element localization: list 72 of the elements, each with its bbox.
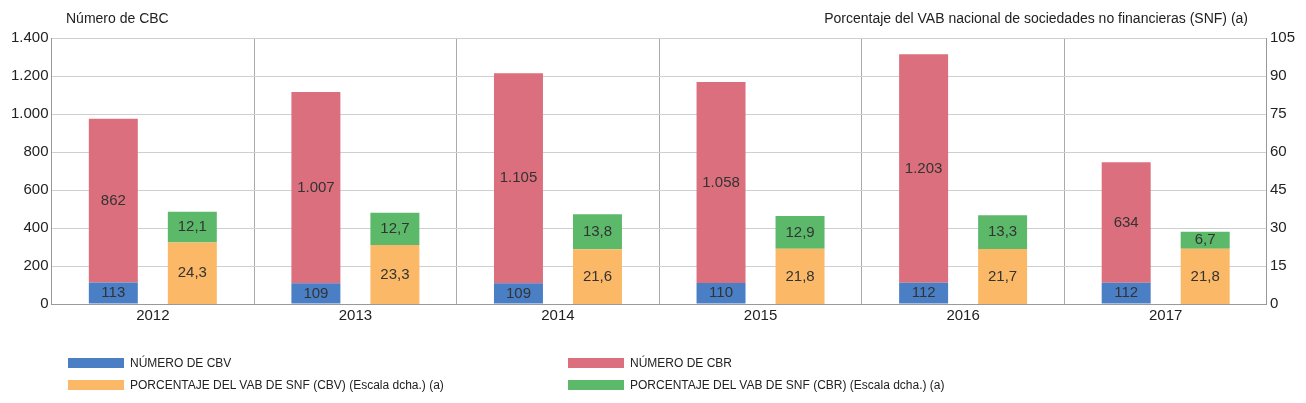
y2-tick-label: 90 bbox=[1269, 66, 1287, 84]
data-label: 24,3 bbox=[177, 263, 207, 281]
bar bbox=[899, 282, 949, 304]
data-label: 862 bbox=[100, 190, 126, 208]
data-label: 634 bbox=[1113, 212, 1139, 230]
y2-tick-label: 45 bbox=[1269, 180, 1287, 198]
bar bbox=[1101, 162, 1151, 283]
y2-tick-label: 15 bbox=[1269, 256, 1287, 274]
data-label: 1.203 bbox=[904, 158, 943, 176]
x-tick-label: 2013 bbox=[338, 306, 373, 324]
y2-tick-label: 30 bbox=[1269, 218, 1287, 236]
data-label: 1.058 bbox=[702, 172, 740, 190]
data-label: 21,6 bbox=[582, 266, 613, 284]
legend-label: PORCENTAJE DEL VAB DE SNF (CBV) (Escala dcha.) (a) bbox=[130, 378, 444, 392]
data-label: 21,8 bbox=[785, 266, 815, 284]
bar bbox=[775, 248, 825, 304]
bar bbox=[696, 283, 746, 304]
legend-label: NÚMERO DE CBR bbox=[630, 356, 733, 370]
bar bbox=[88, 118, 138, 283]
data-label: 113 bbox=[101, 283, 126, 301]
data-label: 23,3 bbox=[380, 264, 410, 282]
data-label: 1.105 bbox=[499, 168, 538, 186]
data-label: 21,8 bbox=[1190, 266, 1220, 284]
bar bbox=[370, 244, 420, 304]
bar bbox=[572, 249, 622, 304]
data-label: 12,9 bbox=[785, 222, 815, 240]
y-tick-label: 1.400 bbox=[10, 28, 49, 46]
y-tick-label: 400 bbox=[23, 218, 49, 236]
bar bbox=[291, 91, 341, 284]
data-label: 112 bbox=[1114, 283, 1139, 301]
bar bbox=[1101, 282, 1151, 304]
data-label: 21,7 bbox=[988, 266, 1018, 284]
data-label: 13,8 bbox=[582, 221, 613, 239]
y-tick-label: 1.200 bbox=[10, 66, 49, 84]
y-tick-label: 1.000 bbox=[10, 104, 49, 122]
data-label: 6,7 bbox=[1194, 230, 1216, 248]
x-tick-label: 2016 bbox=[946, 306, 980, 324]
data-label: 109 bbox=[505, 283, 531, 301]
bar bbox=[167, 242, 217, 304]
bar bbox=[572, 214, 622, 250]
bar bbox=[978, 249, 1028, 304]
legend-label: NÚMERO DE CBV bbox=[130, 356, 232, 370]
bar bbox=[493, 73, 543, 284]
y2-tick-label: 105 bbox=[1269, 28, 1295, 46]
legend-label: PORCENTAJE DEL VAB DE SNF (CBR) (Escala dcha.) (a) bbox=[630, 378, 945, 392]
y2-axis-title: Porcentaje del VAB nacional de sociedades no financieras (SNF) (a) bbox=[824, 9, 1248, 26]
x-tick-label: 2012 bbox=[136, 306, 170, 324]
x-tick-label: 2017 bbox=[1149, 306, 1183, 324]
data-label: 12,7 bbox=[380, 219, 410, 237]
x-tick-label: 2014 bbox=[541, 306, 575, 324]
bar bbox=[1180, 248, 1230, 304]
bar bbox=[775, 216, 825, 249]
bar bbox=[370, 212, 420, 245]
data-label: 1.007 bbox=[297, 177, 335, 195]
bar bbox=[978, 215, 1028, 250]
y-tick-label: 600 bbox=[23, 180, 49, 198]
bar bbox=[696, 82, 746, 284]
y-tick-label: 800 bbox=[23, 142, 49, 160]
data-label: 110 bbox=[709, 283, 733, 301]
x-tick-label: 2015 bbox=[743, 306, 778, 324]
y-tick-label: 0 bbox=[40, 294, 49, 312]
bar bbox=[899, 54, 949, 283]
data-label: 112 bbox=[911, 283, 936, 301]
y-tick-label: 200 bbox=[23, 256, 49, 274]
data-label: 12,1 bbox=[177, 217, 207, 235]
data-label: 109 bbox=[303, 283, 329, 301]
y-axis-title: Número de CBC bbox=[66, 9, 169, 26]
data-label: 13,3 bbox=[988, 222, 1018, 240]
y2-tick-label: 0 bbox=[1269, 294, 1279, 312]
y2-tick-label: 60 bbox=[1269, 142, 1287, 160]
y2-tick-label: 75 bbox=[1269, 104, 1287, 122]
bar bbox=[167, 211, 217, 243]
